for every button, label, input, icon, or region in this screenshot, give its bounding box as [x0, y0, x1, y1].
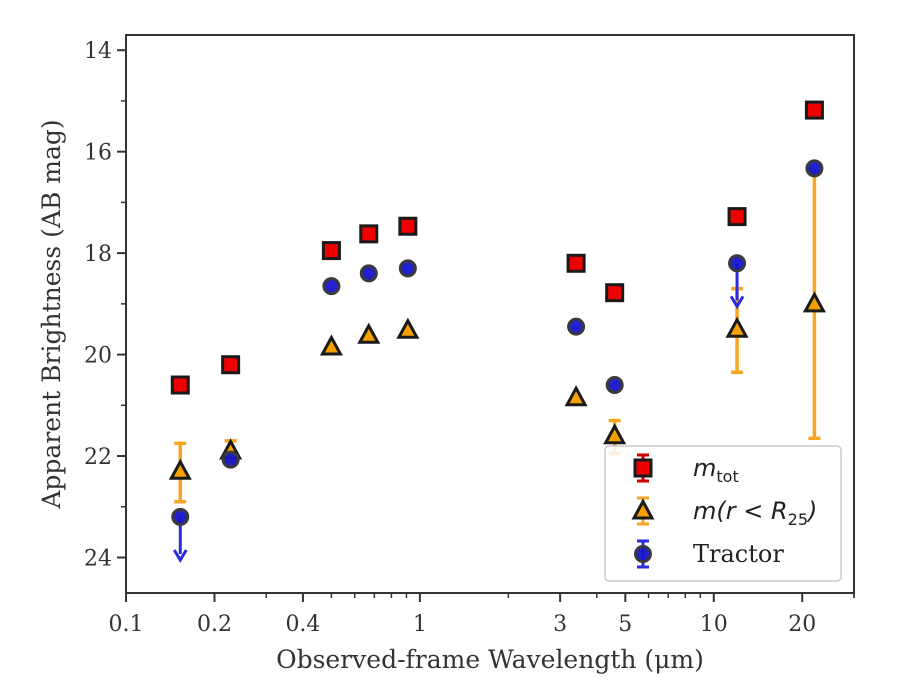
upper-limit-arrowhead: [729, 295, 745, 310]
x-tick-label: 5: [618, 612, 632, 637]
data-point-triangle: [396, 317, 420, 339]
data-point-circle: [359, 264, 378, 283]
x-axis: 0.1 0.2 0.4 1 3 5 10 20: [109, 593, 855, 637]
data-point-square: [727, 207, 747, 227]
data-point-square: [605, 283, 625, 303]
y-tick-label: 22: [84, 445, 112, 470]
data-point-triangle: [564, 385, 588, 407]
x-axis-title: Observed-frame Wavelength (μm): [276, 645, 704, 674]
data-point-circle: [171, 507, 190, 526]
data-point-circle: [322, 277, 341, 296]
data-point-triangle: [319, 334, 343, 356]
legend-label: mtot: [693, 454, 739, 486]
data-point-square: [804, 100, 824, 120]
x-tick-label: 10: [700, 612, 728, 637]
data-point-square: [359, 224, 379, 244]
legend: mtot m(r < R25) Tractor: [604, 445, 842, 582]
legend-box: [604, 445, 842, 582]
data-point-triangle: [802, 291, 826, 313]
y-axis-title: Apparent Brightness (AB mag): [37, 119, 66, 509]
plot-frame: [125, 34, 855, 594]
data-point-circle: [728, 254, 747, 273]
legend-label: m(r < R25): [693, 497, 817, 529]
data-point-square: [566, 253, 586, 273]
data-point-circle: [567, 317, 586, 336]
x-tick-label: 0.1: [109, 612, 144, 637]
data-point-triangle: [603, 423, 627, 445]
upper-limit-arrowhead: [172, 549, 188, 563]
y-tick-label: 16: [84, 141, 112, 166]
x-tick-label: 1: [413, 612, 427, 637]
y-tick-label: 18: [84, 242, 112, 267]
y-tick-label: 24: [84, 546, 112, 571]
data-point-circle: [398, 259, 417, 278]
data-point-triangle: [357, 322, 381, 344]
data-markers: [168, 100, 826, 526]
data-point-square: [398, 216, 418, 236]
x-tick-label: 3: [553, 612, 567, 637]
legend-label: Tractor: [693, 540, 784, 568]
legend-marker-square: [633, 458, 653, 478]
y-axis: 14 16 18 20 22 24: [84, 39, 126, 571]
y-tick-label: 14: [84, 39, 112, 64]
x-tick-label: 0.4: [285, 612, 320, 637]
data-point-square: [170, 375, 190, 395]
data-point-triangle: [725, 316, 749, 338]
data-point-triangle: [168, 458, 192, 480]
legend-marker-triangle: [631, 498, 655, 520]
x-tick-label: 20: [788, 612, 816, 637]
x-tick-label: 0.2: [197, 612, 232, 637]
data-point-circle: [221, 450, 240, 469]
data-point-square: [221, 355, 241, 375]
data-point-circle: [605, 376, 624, 395]
legend-marker-circle: [634, 545, 652, 563]
data-point-square: [321, 241, 341, 261]
data-point-circle: [805, 159, 824, 178]
y-tick-label: 20: [84, 344, 112, 369]
